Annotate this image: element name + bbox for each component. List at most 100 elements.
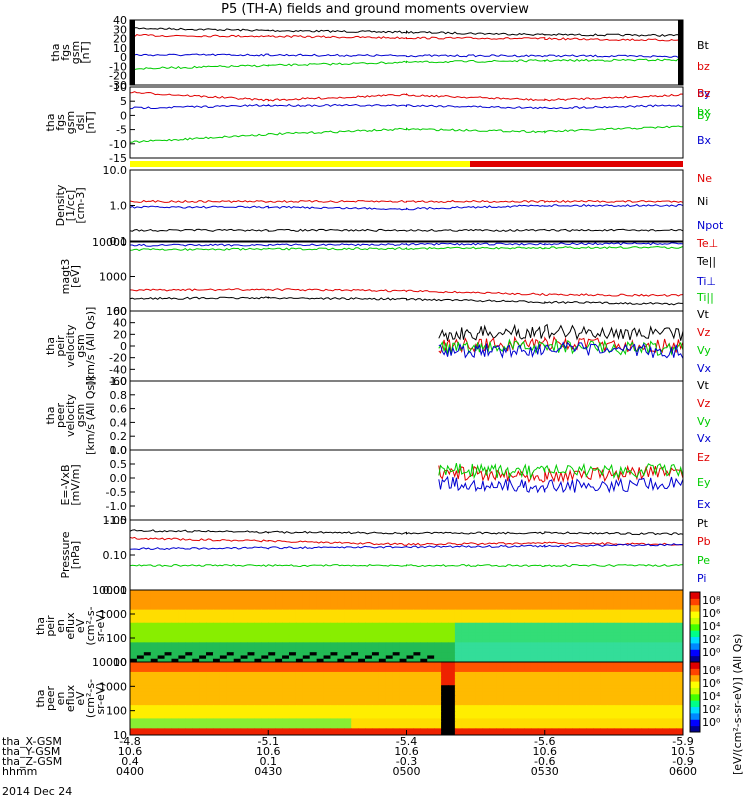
spectrogram-cell [309,622,318,627]
y-axis-label-line: Density [54,184,67,226]
spectrogram-cell [178,603,186,607]
spectrogram-cell [669,642,677,647]
spectrogram-cell [288,635,297,640]
spectrogram-cell [358,718,366,723]
spectrogram-cell [171,685,179,690]
spectrogram-cell [676,599,683,604]
spectrogram-cell [309,658,318,662]
spectrogram-cell [551,590,560,594]
spectrogram-cell [441,695,449,700]
spectrogram-cell [316,658,325,662]
spectrogram-cell [613,652,622,657]
spectrogram-cell [309,711,318,716]
spectrogram-cell [344,626,352,630]
spectrogram-cell [136,688,145,693]
spectrogram-cell [288,652,297,657]
spectrogram-cell [593,612,601,617]
spectrogram-cell [351,685,359,690]
spectrogram-cell [261,691,269,696]
colorbar-cell [690,649,700,657]
spectrogram-cell [406,599,415,604]
spectrogram-cell [275,678,283,683]
spectrogram-cell [185,718,193,723]
spectrogram-cell [676,639,683,643]
spectrogram-cell [344,593,352,598]
spectrogram-cell [164,590,173,594]
spectrogram-cell [371,642,380,647]
spectrogram-cell [212,705,221,710]
spectrogram-cell [600,728,608,733]
spectrogram-cell [136,685,145,690]
spectrogram-cell [185,626,193,630]
spectrogram-cell [620,635,629,640]
spectrogram-cell [482,652,491,657]
spectrogram-cell [351,609,359,614]
spectrogram-cell [302,675,311,680]
spectrogram-cell [261,645,269,650]
spectrogram-cell [371,698,380,703]
spectrogram-cell [496,678,504,683]
spectrogram-cell [247,616,256,621]
spectrogram-cell [351,668,359,673]
spectrogram-cell [503,639,511,643]
spectrogram-cell [641,668,650,673]
spectrogram-cell [371,665,380,670]
spectrogram-cell [558,675,567,680]
spectrogram-cell [655,708,663,713]
spectrogram-cell [358,629,366,634]
spectrogram-cell [434,609,442,614]
spectrogram-cell [206,629,214,634]
spectrogram-cell [358,599,366,604]
spectrogram-cell [634,658,643,662]
spectrogram-cell [344,695,352,700]
spectrogram-cell [613,648,622,653]
spectrogram-cell [620,593,629,598]
spectrogram-cell [544,678,553,683]
spectrogram-cell [130,652,138,657]
spectrogram-cell [371,652,380,657]
spectrogram-cell [199,616,207,621]
spectrogram-cell [544,711,553,716]
spectrogram-cell [399,695,408,700]
spectrogram-cell [468,698,477,703]
spectrogram-cell [558,619,567,624]
spectrogram-cell [482,593,491,598]
spectrogram-cell [240,705,249,710]
spectrogram-cell [385,658,394,662]
spectrogram-cell [482,619,491,624]
spectrogram-cell [613,655,622,660]
spectrogram-cell [199,590,207,594]
spectrogram-cell [537,668,546,673]
spectrogram-cell [537,622,546,627]
spectrogram-cell [392,698,401,703]
spectrogram-cell [378,698,387,703]
spectrogram-cell [275,728,283,733]
spectrogram-cell [288,728,297,733]
spectrogram-cell [468,728,477,733]
spectrogram-cell [565,652,573,657]
spectrogram-cell [530,715,539,720]
spectrogram-cell [489,678,497,683]
spectrogram-cell [212,665,221,670]
spectrogram-cell [565,708,573,713]
spectrogram-cell [302,599,311,604]
spectrogram-cell [240,599,249,604]
spectrogram-cell [337,635,345,640]
spectrogram-cell [219,695,228,700]
colorbar-cell [690,725,700,733]
y-tick-label: 1000 [99,608,127,621]
spectrogram-cell [254,671,262,676]
spectrogram-cell [551,728,560,733]
spectrogram-cell [247,685,256,690]
spectrogram-cell [468,691,477,696]
spectrogram-cell [627,671,636,676]
spectrogram-cell [288,655,297,660]
spectrogram-cell [302,662,311,666]
panel-9: 10000100010010thapeirenefluxeV(cm²-s-sr-… [34,584,684,669]
legend-label: Pi [697,572,706,585]
spectrogram-cell [565,675,573,680]
spectrogram-cell [468,642,477,647]
spectrogram-cell [468,668,477,673]
spectrogram-cell [392,695,401,700]
